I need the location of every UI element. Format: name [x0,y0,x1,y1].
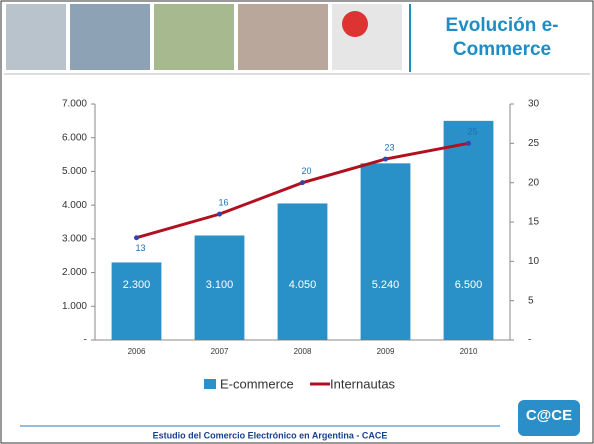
value-label: 6.500 [455,279,483,291]
line-label: 16 [218,198,228,208]
header-icon [342,11,368,37]
bar [278,203,328,340]
header-image [70,4,150,70]
line-marker [466,141,471,146]
legend-swatch [204,379,216,389]
y-tick-label: - [84,335,87,346]
x-tick-label: 2007 [211,347,229,356]
legend-label: Internautas [330,376,396,391]
x-tick-label: 2006 [128,347,146,356]
x-tick-label: 2010 [460,347,478,356]
y2-tick-label: - [528,335,531,346]
logo: C@CE [526,407,572,424]
y-tick-label: 2.000 [62,267,87,278]
header-image [332,4,402,70]
y2-tick-label: 25 [528,138,540,149]
line-label: 20 [301,166,311,176]
bar [112,262,162,340]
y-tick-label: 6.000 [62,132,87,143]
header-image [6,4,66,70]
y2-tick-label: 20 [528,177,540,188]
line-marker [217,212,222,217]
legend-label: E-commerce [220,376,294,391]
title: Evolución e-Commerce [442,14,562,62]
footer-text: Estudio del Comercio Electrónico en Arge… [153,430,388,440]
header-image [238,4,328,70]
line-label: 25 [467,127,477,137]
y2-tick-label: 15 [528,217,540,228]
value-label: 5.240 [372,279,400,291]
y-tick-label: 7.000 [62,99,87,110]
line-marker [383,157,388,162]
line-marker [300,180,305,185]
y2-tick-label: 10 [528,256,540,267]
line-label: 13 [135,243,145,253]
value-label: 3.100 [206,279,234,291]
bar [444,121,494,340]
line-marker [134,235,139,240]
value-label: 2.300 [123,279,151,291]
y-tick-label: 4.000 [62,200,87,211]
slide: Estudio del Comercio Electrónico en Arge… [0,0,594,444]
x-tick-label: 2009 [377,347,395,356]
value-label: 4.050 [289,279,317,291]
bar [361,163,411,340]
y-tick-label: 3.000 [62,233,87,244]
title-box: Evolución e-Commerce [414,6,590,70]
y2-tick-label: 30 [528,99,540,110]
header-image [154,4,234,70]
y2-tick-label: 5 [528,295,534,306]
y-tick-label: 5.000 [62,166,87,177]
x-tick-label: 2008 [294,347,312,356]
line-label: 23 [384,142,394,152]
y-tick-label: 1.000 [62,301,87,312]
